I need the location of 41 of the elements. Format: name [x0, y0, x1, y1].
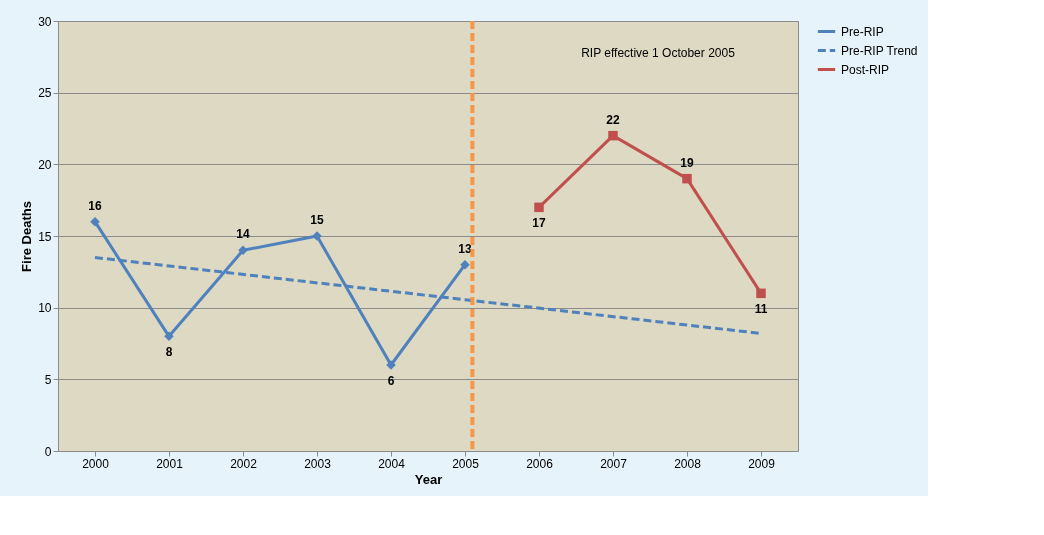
y-tick-label: 30 — [38, 14, 52, 29]
legend-label: Post-RIP — [841, 62, 890, 77]
y-tick-label: 15 — [38, 229, 52, 244]
data-label: 14 — [236, 227, 250, 242]
x-tick-label: 2008 — [674, 456, 702, 471]
y-tick-label: 5 — [44, 372, 52, 387]
x-tick-label: 2001 — [156, 456, 184, 471]
annotation: RIP effective 1 October 2005 — [581, 46, 736, 60]
x-tick-label: 2009 — [748, 456, 776, 471]
data-label: 19 — [680, 155, 694, 170]
point — [608, 130, 618, 141]
data-label: 16 — [88, 198, 102, 213]
x-axis-title: Year — [414, 471, 443, 487]
x-tick-label: 2007 — [600, 456, 628, 471]
y-tick-label: 25 — [38, 86, 52, 101]
point — [90, 216, 100, 227]
y-tick-label: 10 — [38, 301, 52, 316]
y-axis-title: Fire Deaths — [19, 201, 35, 272]
x-tick-label: 2006 — [526, 456, 554, 471]
y-tick-label: 20 — [38, 157, 52, 172]
legend-label: Pre-RIP — [841, 24, 884, 39]
legend-label: Pre-RIP Trend — [841, 43, 918, 58]
x-tick-label: 2000 — [82, 456, 110, 471]
data-label: 13 — [458, 241, 472, 256]
point — [534, 202, 544, 213]
data-label: 11 — [754, 302, 768, 317]
point — [238, 245, 248, 256]
data-label: 6 — [387, 374, 395, 388]
x-tick-label: 2002 — [230, 456, 258, 471]
x-tick-label: 2004 — [378, 456, 406, 471]
data-label: 8 — [165, 345, 173, 360]
y-tick-label: 0 — [44, 444, 52, 459]
data-label: 15 — [310, 213, 324, 227]
point — [756, 288, 766, 299]
point — [682, 173, 692, 184]
data-label: 17 — [532, 216, 546, 231]
point — [460, 259, 470, 270]
x-tick-label: 2003 — [304, 456, 332, 471]
data-label: 22 — [606, 112, 620, 127]
point — [164, 331, 174, 342]
x-tick-label: 2005 — [452, 456, 480, 471]
